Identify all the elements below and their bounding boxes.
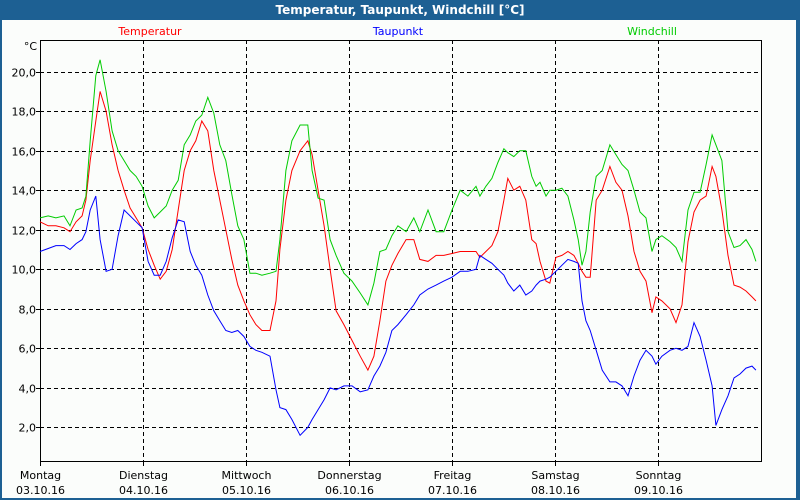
series-line-temperatur bbox=[39, 91, 757, 372]
y-tick-label: 4,0 bbox=[19, 383, 37, 396]
y-tick-label: 20,0 bbox=[12, 67, 37, 80]
series-line-windchill bbox=[39, 59, 757, 307]
y-tick-label: 18,0 bbox=[12, 106, 37, 119]
x-tick-date: 09.10.16 bbox=[634, 484, 683, 497]
y-tick-label: 16,0 bbox=[12, 146, 37, 159]
x-tick-date: 08.10.16 bbox=[531, 484, 580, 497]
line-chart: 2,0 4,0 6,0 8,0 10,0 12,0 14,0 16,0 18,0 20,0 Mont… bbox=[12, 25, 762, 497]
legend-windchill: Windchill bbox=[627, 25, 677, 38]
x-tick-date: 06.10.16 bbox=[325, 484, 374, 497]
x-tick-day: Sonntag bbox=[636, 469, 682, 482]
x-tick-date: 04.10.16 bbox=[119, 484, 168, 497]
x-tick-day: Samstag bbox=[531, 469, 579, 482]
chart-panel: 2,0 4,0 6,0 8,0 10,0 12,0 14,0 16,0 18,0 20,0 Mont… bbox=[2, 20, 796, 498]
y-tick-label: 2,0 bbox=[19, 422, 37, 435]
legend-temperatur: Temperatur bbox=[117, 25, 182, 38]
x-tick-day: Montag bbox=[20, 469, 61, 482]
y-tick-label: 14,0 bbox=[12, 185, 37, 198]
y-axis-label: °C bbox=[24, 40, 38, 53]
x-tick-date: 03.10.16 bbox=[16, 484, 65, 497]
series-line-taupunkt bbox=[39, 195, 757, 437]
y-tick-label: 10,0 bbox=[12, 264, 37, 277]
legend-taupunkt: Taupunkt bbox=[372, 25, 424, 38]
x-tick-day: Donnerstag bbox=[317, 469, 381, 482]
y-tick-label: 8,0 bbox=[19, 304, 37, 317]
x-tick-date: 05.10.16 bbox=[222, 484, 271, 497]
x-tick-date: 07.10.16 bbox=[428, 484, 477, 497]
window-title: Temperatur, Taupunkt, Windchill [°C] bbox=[275, 3, 525, 17]
x-tick-day: Mittwoch bbox=[222, 469, 272, 482]
y-tick-label: 6,0 bbox=[19, 343, 37, 356]
y-tick-label: 12,0 bbox=[12, 225, 37, 238]
x-tick-day: Freitag bbox=[434, 469, 472, 482]
x-tick-day: Dienstag bbox=[119, 469, 168, 482]
